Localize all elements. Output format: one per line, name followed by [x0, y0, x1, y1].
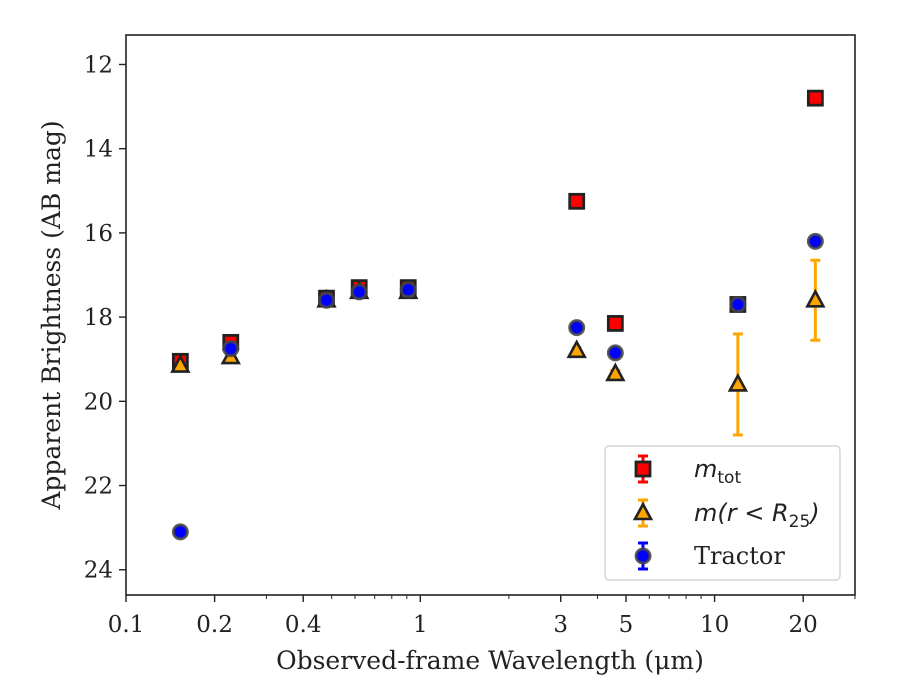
- y-tick-label: 20: [84, 389, 113, 415]
- point-mtot: [568, 192, 586, 210]
- legend-marker-mtot: [634, 460, 652, 478]
- y-tick-label: 16: [84, 221, 113, 247]
- x-tick-label: 10: [700, 612, 729, 638]
- point-tractor: [222, 340, 240, 358]
- point-mr25: [727, 372, 749, 392]
- point-tractor: [317, 291, 335, 309]
- markers: [170, 89, 826, 541]
- point-mtot: [606, 315, 624, 332]
- x-tick-label: 0.4: [285, 612, 322, 638]
- legend-label-subscript: tot: [717, 468, 741, 488]
- point-tractor: [806, 232, 824, 250]
- point-tractor: [171, 523, 189, 541]
- legend-label-mr25: m(r < R25): [694, 499, 820, 532]
- point-mr25: [170, 353, 191, 373]
- point-tractor: [399, 281, 417, 299]
- y-tick-label: 12: [84, 52, 113, 78]
- legend-label-subscript: 25: [789, 512, 811, 532]
- y-axis-label: Apparent Brightness (AB mag): [37, 120, 66, 510]
- legend-label-main: m: [694, 455, 717, 483]
- point-tractor: [606, 344, 624, 362]
- point-tractor: [350, 283, 368, 301]
- legend-frame: [604, 445, 841, 581]
- legend-label-close: ): [808, 499, 819, 527]
- x-tick-label: 5: [619, 612, 634, 638]
- legend-label-tractor: Tractor: [694, 542, 785, 570]
- y-tick-label: 22: [84, 474, 113, 500]
- point-mr25: [605, 362, 626, 382]
- x-tick-label: 3: [553, 612, 568, 638]
- legend-marker-tractor: [634, 547, 652, 565]
- x-tick-label: 20: [789, 612, 818, 638]
- legend-label-mtot: mtot: [694, 455, 741, 488]
- point-mr25: [805, 288, 826, 308]
- point-tractor: [568, 319, 586, 337]
- plot-frame: [125, 34, 856, 596]
- point-tractor: [729, 295, 747, 313]
- point-mr25: [566, 339, 587, 359]
- legend-label-main: m(r < R: [694, 499, 789, 527]
- legend-marker-mr25: [632, 501, 654, 521]
- y-tick-label: 14: [84, 137, 113, 163]
- x-tick-label: 0.2: [196, 612, 233, 638]
- x-axis-label: Observed-frame Wavelength (μm): [276, 646, 704, 675]
- axis-ticks: 0.1 0.2 0.4 1 3 5 10 20 12 14 16 18 20 22 24: [84, 52, 856, 638]
- y-tick-label: 24: [84, 558, 113, 584]
- x-tick-label: 0.1: [108, 612, 145, 638]
- legend: mtot m(r < R25) Tractor: [604, 445, 841, 581]
- y-tick-label: 18: [84, 305, 113, 331]
- x-tick-label: 1: [413, 612, 428, 638]
- point-mtot: [806, 89, 824, 107]
